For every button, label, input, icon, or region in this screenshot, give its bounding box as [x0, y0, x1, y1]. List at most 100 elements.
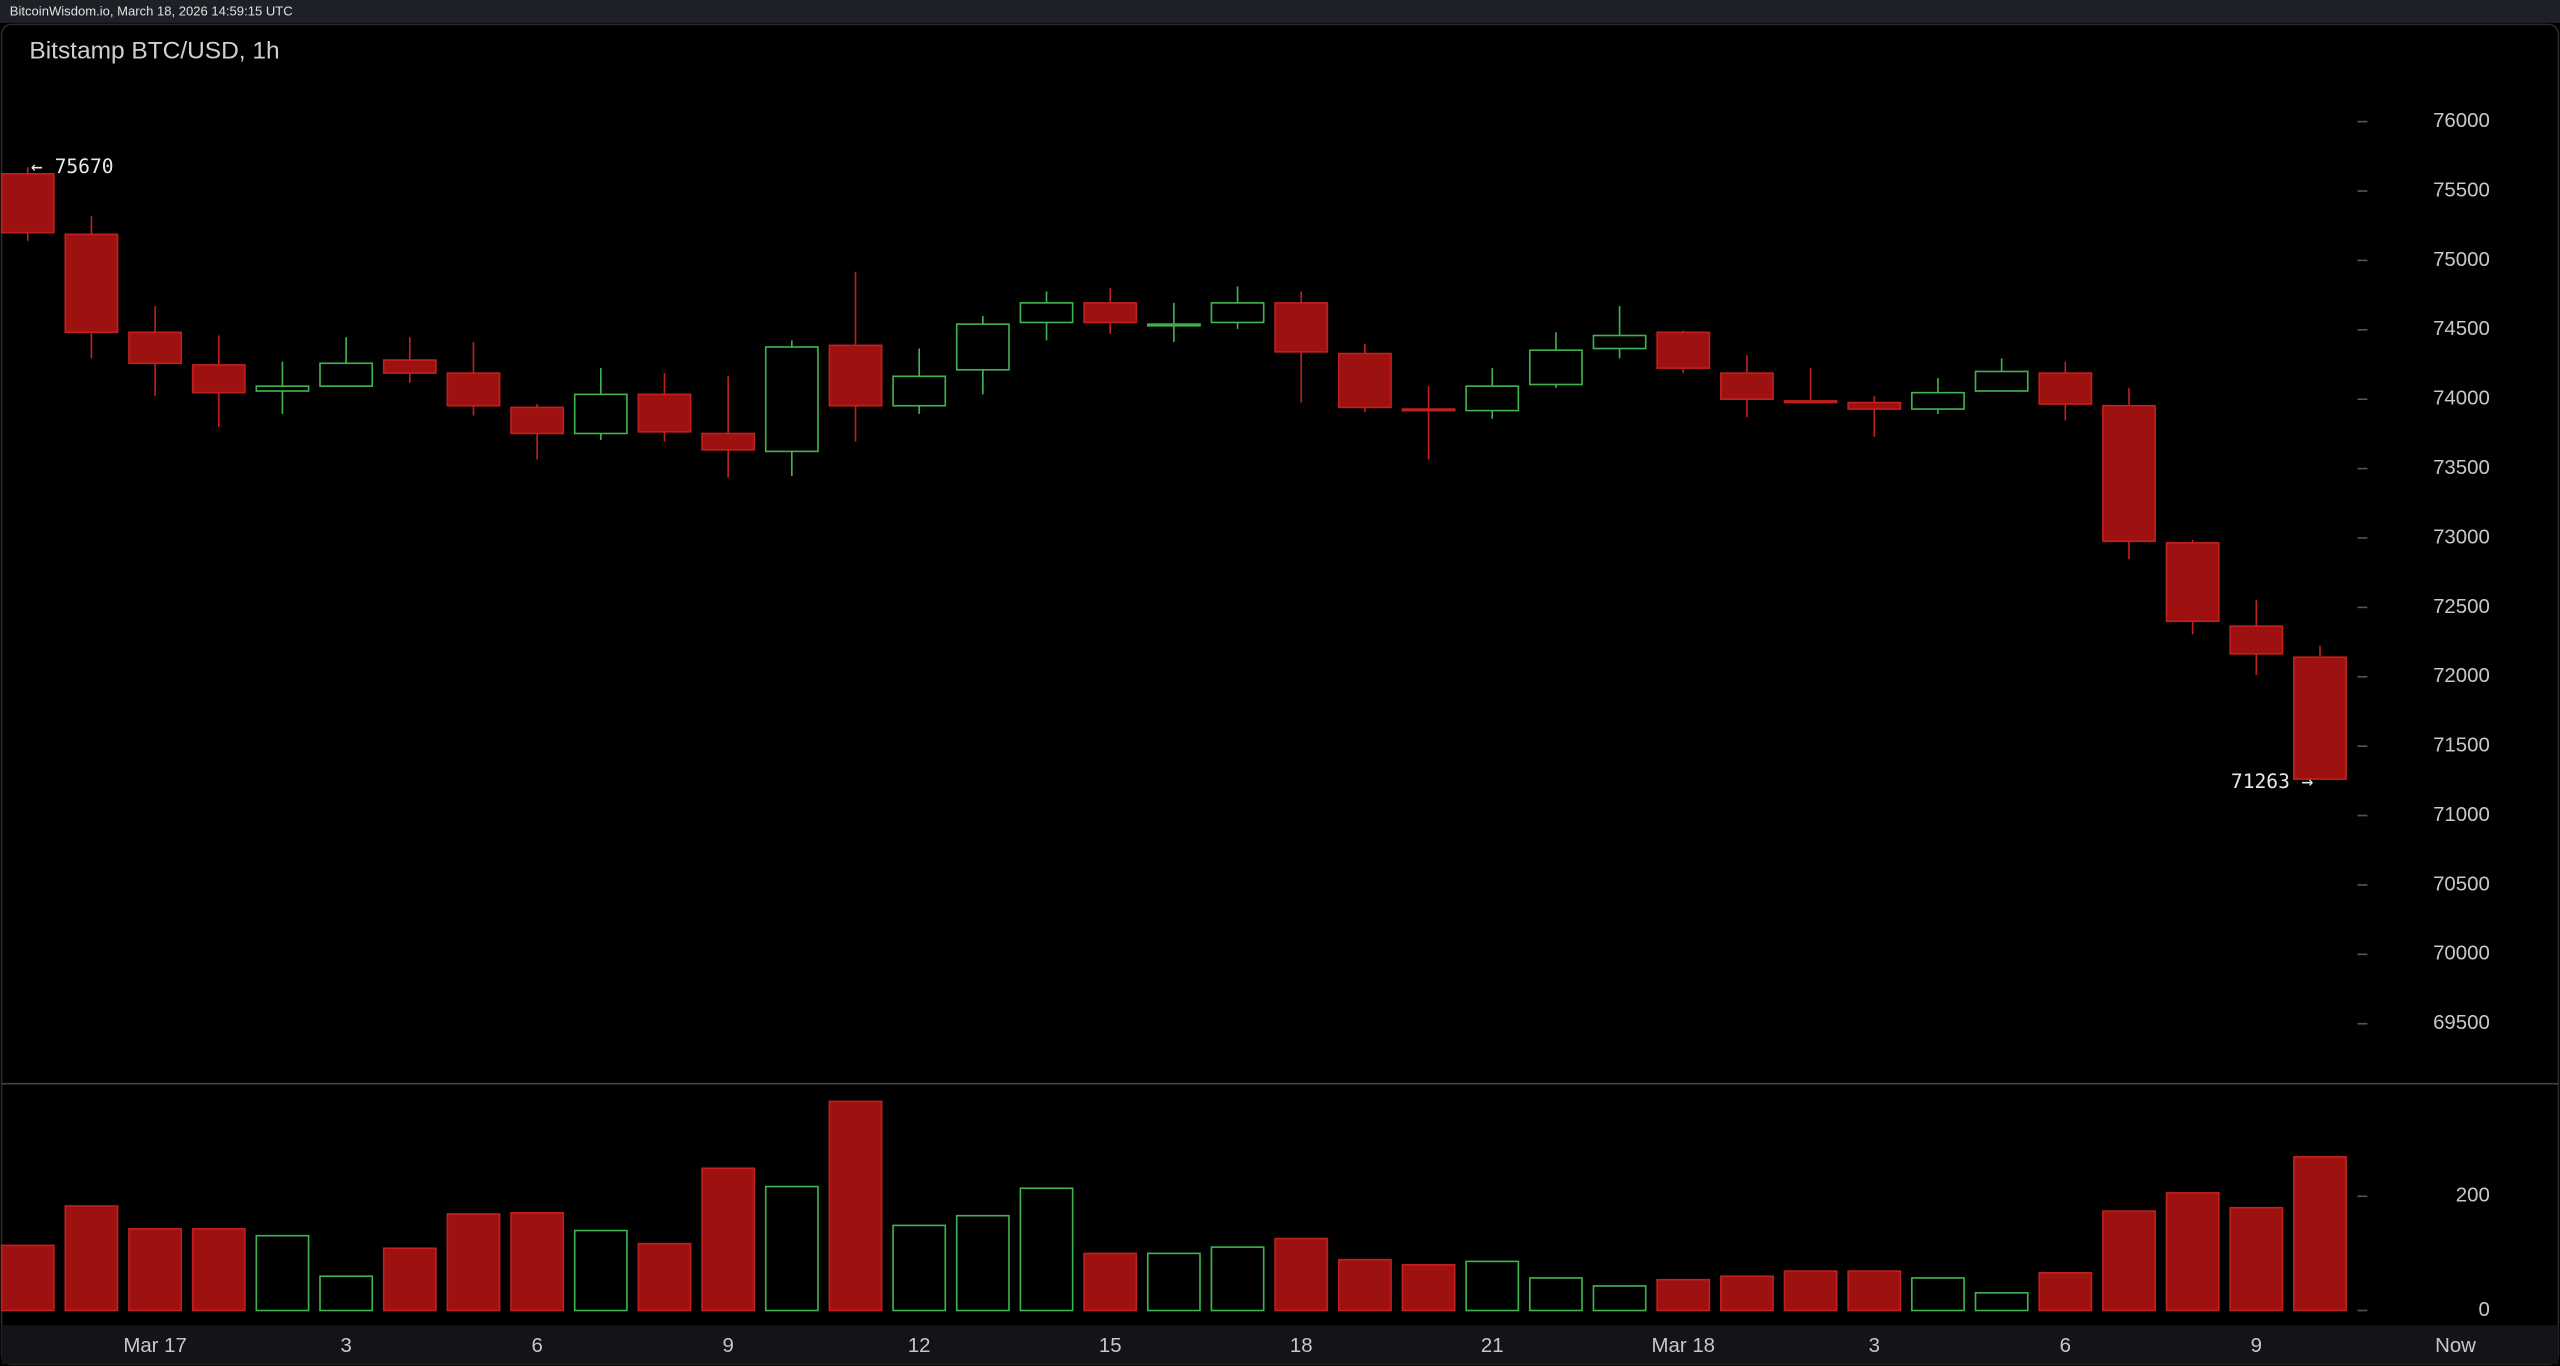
- volume-bar: [764, 1185, 819, 1312]
- volume-bar: [2102, 1210, 2156, 1312]
- volume-bar: [637, 1242, 692, 1312]
- candle-body: [1146, 323, 1201, 327]
- volume-bar: [191, 1228, 246, 1312]
- candle-body: [191, 364, 246, 394]
- candle-body: [510, 406, 565, 435]
- y-tick-label: 70500: [2433, 873, 2490, 895]
- candle-body: [446, 372, 501, 407]
- y-tick-label: 71500: [2433, 735, 2490, 757]
- chart-title: Bitstamp BTC/USD, 1h: [29, 38, 279, 65]
- volume-bar: [1019, 1187, 1074, 1312]
- volume-bar: [510, 1212, 565, 1312]
- volume-bar: [1337, 1258, 1392, 1312]
- x-tick-label: 9: [722, 1335, 733, 1357]
- volume-bar: [128, 1228, 183, 1312]
- candle-body: [1401, 408, 1456, 412]
- volume-bar: [1974, 1291, 2029, 1312]
- candle-body: [573, 393, 628, 435]
- volume-bar: [0, 1244, 55, 1312]
- top-bar: [0, 0, 2560, 23]
- candle-body: [1720, 372, 1774, 401]
- candle-body: [955, 323, 1010, 371]
- y-tick-label: 73500: [2433, 457, 2490, 479]
- y-tick-label: 74000: [2433, 388, 2490, 410]
- x-tick-label: 6: [531, 1335, 542, 1357]
- volume-bar: [1083, 1252, 1138, 1312]
- volume-bar: [2038, 1271, 2093, 1312]
- volume-bar: [701, 1167, 756, 1312]
- volume-bar: [446, 1213, 501, 1312]
- volume-bar: [892, 1224, 947, 1312]
- volume-bar: [2229, 1206, 2284, 1312]
- candle-body: [1465, 385, 1520, 412]
- x-tick-label: 3: [1869, 1335, 1880, 1357]
- volume-bar: [2293, 1156, 2347, 1312]
- candle-body: [1337, 352, 1392, 409]
- x-tick-label: 12: [908, 1335, 931, 1357]
- high-annotation: ← 75670: [31, 155, 114, 178]
- volume-bar: [64, 1205, 119, 1312]
- volume-bar: [1720, 1275, 1774, 1312]
- y-tick-label: 200: [2456, 1185, 2490, 1207]
- candle-body: [0, 172, 55, 234]
- y-tick-label: 69500: [2433, 1012, 2490, 1034]
- volume-bar: [955, 1214, 1010, 1312]
- low-annotation: 71263 →: [2231, 770, 2314, 793]
- y-tick-label: 75500: [2433, 179, 2490, 201]
- candle-body: [1019, 302, 1074, 324]
- volume-bar: [1847, 1270, 1902, 1312]
- candle-body: [764, 346, 819, 453]
- candle-body: [64, 233, 119, 334]
- candle-body: [2038, 372, 2093, 405]
- candle-body: [892, 375, 947, 407]
- volume-bar: [2165, 1192, 2220, 1312]
- volume-bar: [1146, 1252, 1201, 1312]
- chart-frame: [0, 23, 2560, 1366]
- volume-bar: [828, 1100, 883, 1312]
- candle-body: [1592, 334, 1647, 350]
- y-tick-label: 72000: [2433, 665, 2490, 687]
- y-tick-label: 72500: [2433, 596, 2490, 618]
- y-tick-label: 71000: [2433, 804, 2490, 826]
- volume-bar: [382, 1247, 437, 1312]
- candle-body: [2165, 542, 2220, 623]
- volume-bar: [1783, 1270, 1838, 1312]
- candle-body: [1783, 400, 1838, 404]
- y-tick-label: 73000: [2433, 526, 2490, 548]
- x-tick-label: 6: [2060, 1335, 2071, 1357]
- volume-bar: [255, 1234, 310, 1312]
- y-tick-label: 75000: [2433, 249, 2490, 271]
- x-tick-label: 9: [2251, 1335, 2262, 1357]
- candle-body: [2293, 656, 2347, 780]
- candle-body: [1656, 331, 1711, 369]
- candle-body: [1911, 391, 1965, 410]
- y-tick-label: 0: [2478, 1299, 2489, 1321]
- volume-bar: [319, 1275, 374, 1312]
- candle-body: [1274, 302, 1329, 353]
- x-tick-label: 3: [340, 1335, 351, 1357]
- candle-body: [828, 344, 883, 407]
- volume-bar: [1911, 1277, 1965, 1312]
- candle-body: [1528, 349, 1583, 386]
- candle-body: [2229, 625, 2284, 655]
- volume-bar: [573, 1229, 628, 1312]
- time-axis-bar: [1, 1325, 2559, 1365]
- volume-bar: [1465, 1260, 1520, 1312]
- volume-bar: [1592, 1285, 1647, 1312]
- candle-body: [319, 362, 374, 387]
- candle-body: [2102, 404, 2156, 543]
- candle-body: [382, 359, 437, 374]
- y-tick-label: 70000: [2433, 943, 2490, 965]
- candle-body: [1974, 370, 2029, 392]
- volume-bar: [1528, 1277, 1583, 1312]
- x-tick-label: 18: [1290, 1335, 1313, 1357]
- candle-body: [1210, 302, 1265, 324]
- x-tick-label: Mar 17: [123, 1335, 186, 1357]
- header: BitcoinWisdom.io, March 18, 2026 14:59:1…: [10, 4, 293, 19]
- candle-body: [255, 385, 310, 392]
- volume-bar: [1656, 1278, 1711, 1312]
- candle-body: [1083, 302, 1138, 324]
- candle-body: [1847, 401, 1902, 410]
